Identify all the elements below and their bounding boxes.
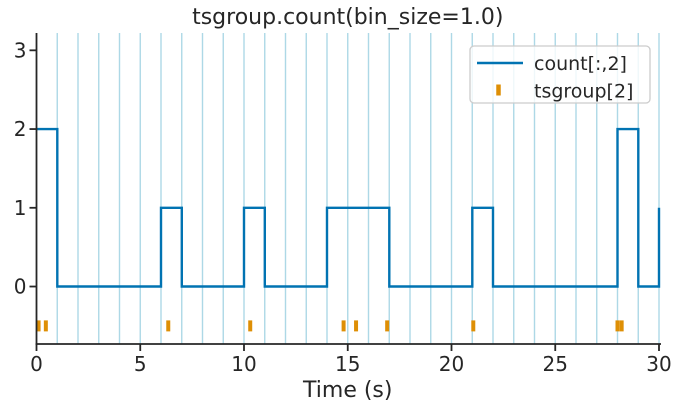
x-tick-label: 5 (134, 352, 147, 376)
legend-box (469, 45, 651, 104)
legend-label-count: count[:,2] (534, 53, 627, 75)
legend-label-tsgroup: tsgroup[2] (534, 81, 633, 103)
x-axis-label: Time (s) (302, 378, 392, 403)
y-tick-label: 0 (14, 275, 27, 299)
y-tick-label: 1 (14, 196, 27, 220)
x-tick-label: 20 (439, 352, 464, 376)
y-tick-label: 3 (14, 38, 27, 62)
y-tick-label: 2 (14, 117, 27, 141)
x-tick-label: 25 (543, 352, 568, 376)
chart-title: tsgroup.count(bin_size=1.0) (192, 5, 503, 30)
x-tick-label: 30 (646, 352, 671, 376)
x-tick-label: 0 (30, 352, 43, 376)
x-tick-label: 10 (231, 352, 256, 376)
x-tick-label: 15 (335, 352, 360, 376)
count-step-line (36, 127, 661, 288)
